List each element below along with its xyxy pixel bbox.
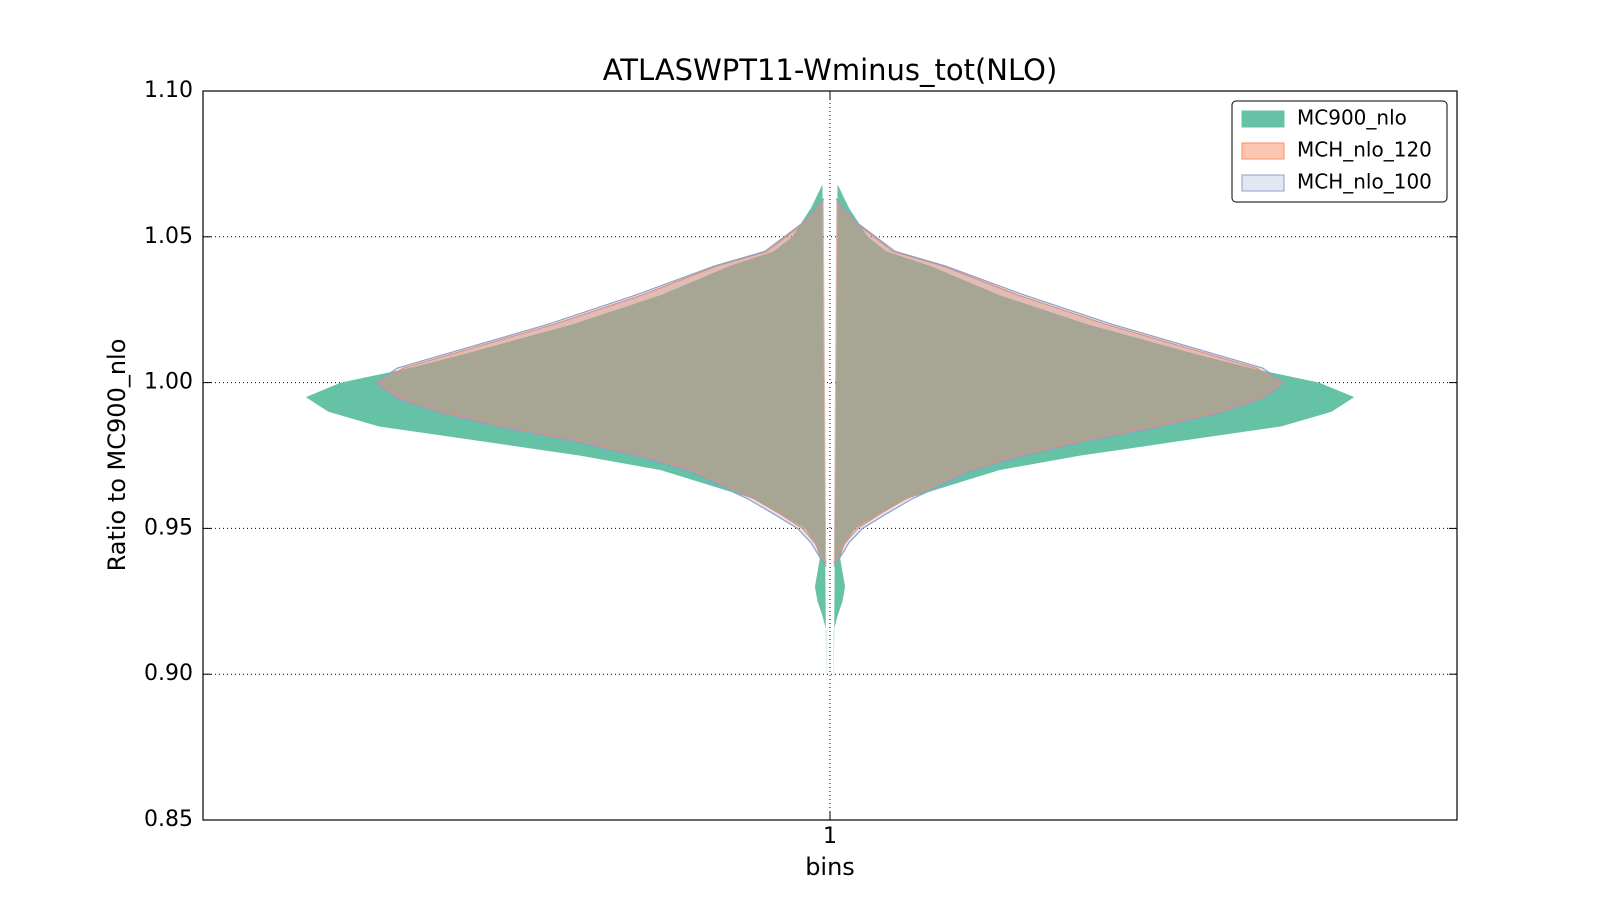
- violin-left: [377, 198, 827, 564]
- violin-right: [833, 198, 1285, 567]
- chart-title: ATLASWPT11-Wminus_tot(NLO): [603, 53, 1058, 87]
- legend: MC900_nlo MCH_nlo_120 MCH_nlo_100: [1231, 100, 1448, 203]
- x-axis-label: bins: [805, 853, 855, 881]
- x-tick-label: 1: [823, 824, 837, 849]
- y-axis-label: Ratio to MC900_nlo: [103, 339, 131, 572]
- y-tick-label: 0.95: [144, 515, 193, 540]
- plot-frame: [202, 90, 1458, 821]
- violin-right: [833, 198, 1283, 564]
- violin-left: [375, 198, 827, 567]
- y-tick-label: 1.00: [144, 370, 193, 395]
- y-tick-label: 1.10: [144, 78, 193, 103]
- y-tick-label: 0.90: [144, 661, 193, 686]
- legend-label: MC900_nlo: [1297, 106, 1407, 130]
- legend-swatch: [1241, 174, 1285, 192]
- legend-box: [1231, 100, 1448, 203]
- y-tick-label: 0.85: [144, 807, 193, 832]
- legend-label: MCH_nlo_120: [1297, 138, 1432, 162]
- y-tick-label: 1.05: [144, 224, 193, 249]
- legend-swatch: [1241, 110, 1285, 128]
- legend-swatch: [1241, 142, 1285, 160]
- legend-label: MCH_nlo_100: [1297, 170, 1432, 194]
